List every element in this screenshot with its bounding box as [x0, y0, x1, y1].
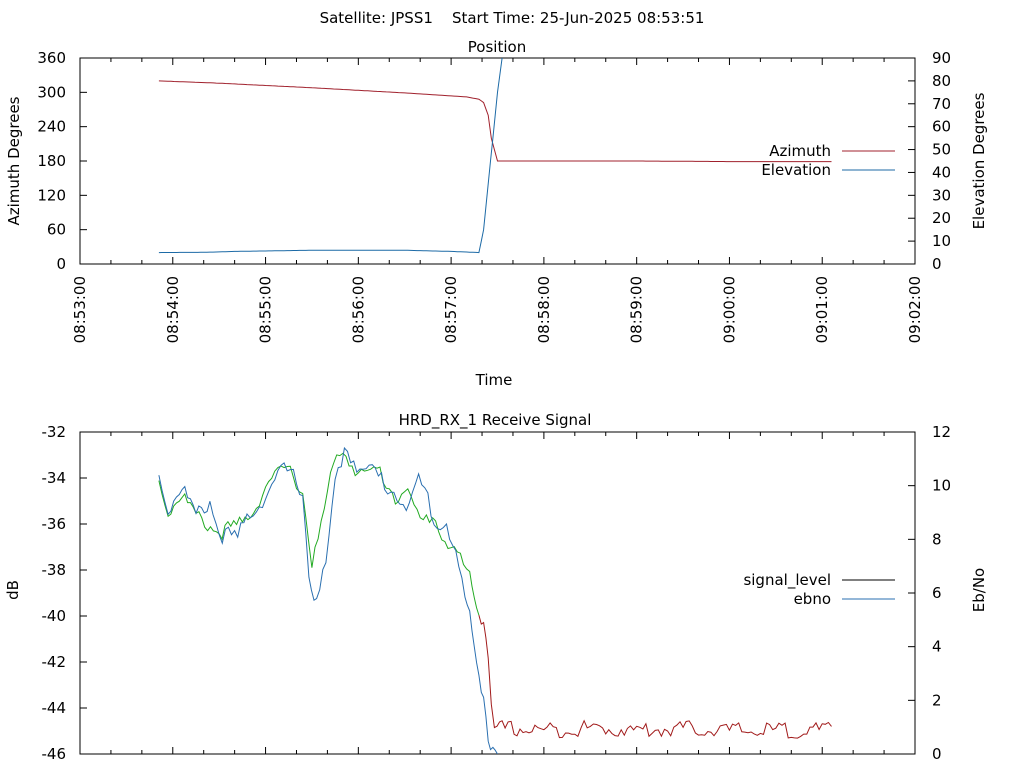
position-ytick-label: 360	[37, 49, 66, 67]
signal-ytick-label: -40	[42, 607, 67, 625]
signal-level-line-unlocked	[478, 614, 832, 739]
position-xtick-label: 08:53:00	[71, 276, 89, 343]
position-ytick-label: 240	[37, 118, 66, 136]
position-ytick-label: 180	[37, 152, 66, 170]
position-lines	[158, 58, 832, 254]
position-ticks: 0 60 120 180 240 300 360 0 10 20 30 40 50 60 70 80 90 08:…	[37, 49, 951, 343]
azimuth-line	[158, 80, 832, 163]
time-axis-label: Time	[475, 371, 513, 389]
position-chart-title: Position	[468, 38, 526, 56]
legend-elevation-label: Elevation	[761, 161, 831, 179]
position-y2tick-label: 50	[932, 141, 951, 159]
signal-y2tick-label: 8	[932, 530, 942, 548]
signal-lines	[158, 446, 832, 754]
signal-ytick-label: -34	[42, 469, 67, 487]
position-xtick-label: 08:56:00	[349, 276, 367, 343]
position-y2tick-label: 40	[932, 163, 951, 181]
position-ytick-label: 120	[37, 186, 66, 204]
position-xtick-label: 08:58:00	[535, 276, 553, 343]
position-y2tick-label: 80	[932, 72, 951, 90]
signal-y2tick-label: 2	[932, 691, 942, 709]
position-y2tick-label: 20	[932, 209, 951, 227]
ebno-line	[158, 446, 498, 754]
azimuth-axis-label: Azimuth Degrees	[5, 96, 23, 225]
db-axis-label: dB	[4, 580, 22, 600]
signal-ytick-label: -36	[42, 515, 67, 533]
elevation-line	[158, 58, 503, 254]
position-chart: Position Azimuth Degrees Elevation Degre…	[5, 38, 988, 389]
figure-title: Satellite: JPSS1 Start Time: 25-Jun-2025…	[320, 9, 705, 27]
position-y2tick-label: 10	[932, 232, 951, 250]
position-y2tick-label: 0	[932, 255, 942, 273]
legend-signal-level-label: signal_level	[743, 571, 831, 590]
signal-ytick-label: -32	[42, 423, 67, 441]
position-legend: Azimuth Elevation	[761, 142, 895, 179]
signal-ytick-label: -44	[42, 699, 67, 717]
ebno-axis-label: Eb/No	[970, 568, 988, 612]
signal-ticks: -46 -44 -42 -40 -38 -36 -34 -32 0 2 4 6 8 10 12	[42, 423, 952, 763]
elevation-axis-label: Elevation Degrees	[970, 92, 988, 229]
position-y2tick-label: 60	[932, 118, 951, 136]
position-ytick-label: 300	[37, 83, 66, 101]
signal-y2tick-label: 12	[932, 423, 951, 441]
signal-plot-frame	[79, 431, 916, 755]
position-xtick-label: 08:55:00	[257, 276, 275, 343]
position-ytick-label: 0	[56, 255, 66, 273]
position-y2tick-label: 90	[932, 49, 951, 67]
legend-azimuth-label: Azimuth	[769, 142, 831, 160]
signal-y2tick-label: 6	[932, 584, 942, 602]
signal-ytick-label: -46	[42, 745, 67, 763]
position-xtick-label: 08:59:00	[628, 276, 646, 343]
position-xtick-label: 09:00:00	[720, 276, 738, 343]
position-ytick-label: 60	[47, 221, 66, 239]
receive-signal-chart: HRD_RX_1 Receive Signal dB Eb/No -46-44-…	[4, 411, 988, 763]
signal-y2tick-label: 0	[932, 745, 942, 763]
legend-ebno-label: ebno	[794, 590, 831, 608]
signal-y2tick-label: 10	[932, 477, 951, 495]
signal-ytick-label: -42	[42, 653, 67, 671]
position-xtick-label: 09:02:00	[906, 276, 924, 343]
position-xtick-label: 08:54:00	[164, 276, 182, 343]
signal-legend: signal_level ebno	[743, 571, 895, 608]
signal-y2tick-label: 4	[932, 638, 942, 656]
position-y2tick-label: 30	[932, 186, 951, 204]
signal-level-line-locked	[158, 452, 480, 616]
position-xtick-label: 09:01:00	[813, 276, 831, 343]
position-y2tick-label: 70	[932, 95, 951, 113]
signal-chart-title: HRD_RX_1 Receive Signal	[399, 411, 592, 430]
position-xtick-label: 08:57:00	[442, 276, 460, 343]
signal-ytick-label: -38	[42, 561, 67, 579]
